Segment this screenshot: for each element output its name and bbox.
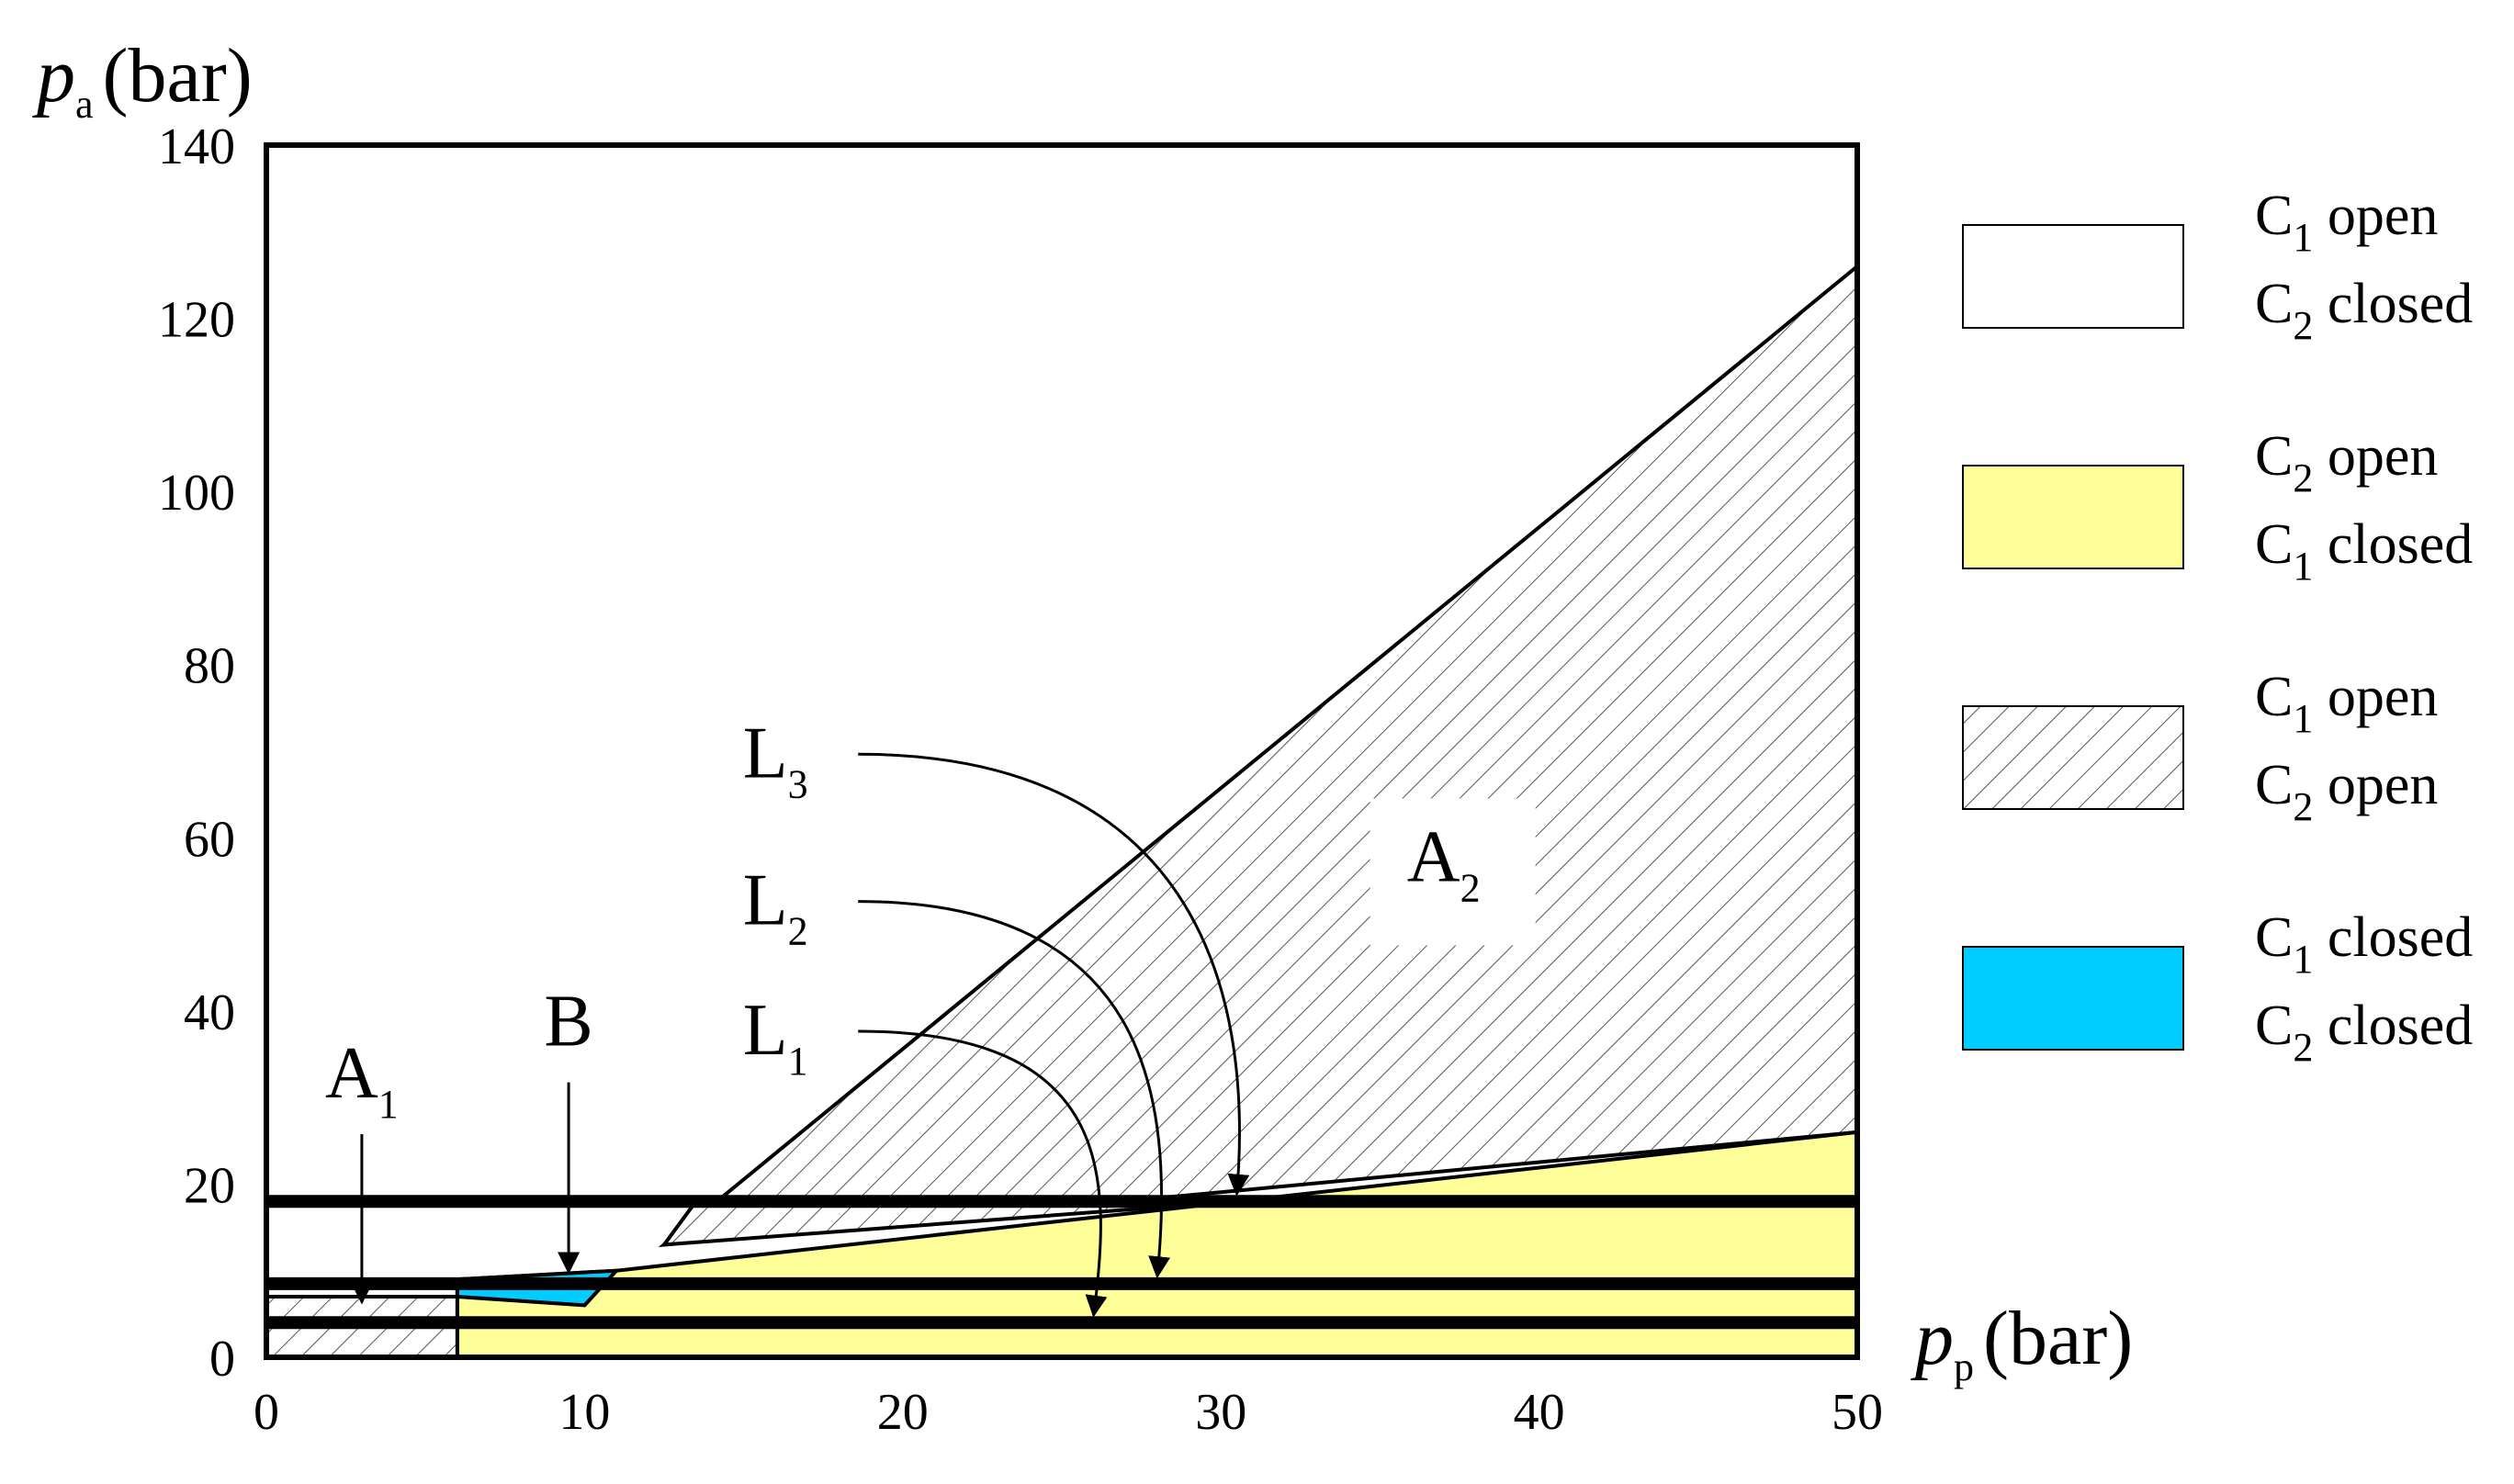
plot-area: 0 10 20 30 40 50 0 20 40 60 80 100 120 140 A1 B L1 L2 L3 A2 — [158, 118, 1883, 1441]
x-tick-label: 30 — [1195, 1384, 1246, 1441]
label-b: B — [544, 982, 592, 1062]
x-tick-label: 50 — [1832, 1384, 1883, 1441]
y-tick-label: 0 — [209, 1331, 235, 1388]
x-axis-label: pp (bar) — [1911, 1296, 2133, 1389]
legend-text: C1 open — [2255, 666, 2438, 741]
label-l2: L2 — [743, 860, 808, 954]
y-tick-label: 40 — [184, 984, 235, 1041]
x-tick-label: 20 — [877, 1384, 929, 1441]
x-tick-label: 0 — [254, 1384, 279, 1441]
label-l1: L1 — [743, 990, 808, 1084]
y-tick-label: 60 — [184, 811, 235, 868]
legend: C1 open C2 closed C2 open C1 closed C1 open C… — [1962, 185, 2473, 1070]
y-axis-label: pa (bar) — [32, 33, 253, 127]
legend-text: C2 open — [2255, 754, 2438, 829]
legend-text: C2 closed — [2255, 273, 2473, 348]
y-tick-label: 140 — [158, 118, 235, 175]
legend-swatch-hatch — [1962, 705, 2184, 810]
legend-swatch-white — [1962, 224, 2184, 329]
y-tick-label: 80 — [184, 638, 235, 695]
legend-text: C2 closed — [2255, 995, 2473, 1070]
legend-text: C1 closed — [2255, 906, 2473, 982]
legend-swatch-yellow — [1962, 465, 2184, 569]
label-a1: A1 — [325, 1033, 399, 1127]
arrow-l2 — [858, 900, 1171, 1279]
legend-text: C1 open — [2255, 185, 2438, 260]
a2-label-background — [1370, 798, 1536, 946]
arrow-l1 — [858, 1029, 1108, 1318]
x-tick-label: 40 — [1514, 1384, 1565, 1441]
legend-text: C1 closed — [2255, 513, 2473, 589]
label-a2: A2 — [1407, 816, 1481, 910]
arrow-l3 — [858, 752, 1250, 1197]
legend-swatch-cyan — [1962, 946, 2184, 1051]
y-tick-label: 120 — [158, 292, 235, 349]
x-tick-label: 10 — [558, 1384, 610, 1441]
label-l3: L3 — [743, 713, 808, 806]
y-tick-label: 20 — [184, 1157, 235, 1214]
legend-text: C2 open — [2255, 425, 2438, 500]
y-tick-label: 100 — [158, 465, 235, 522]
plot-frame — [264, 142, 1860, 1360]
